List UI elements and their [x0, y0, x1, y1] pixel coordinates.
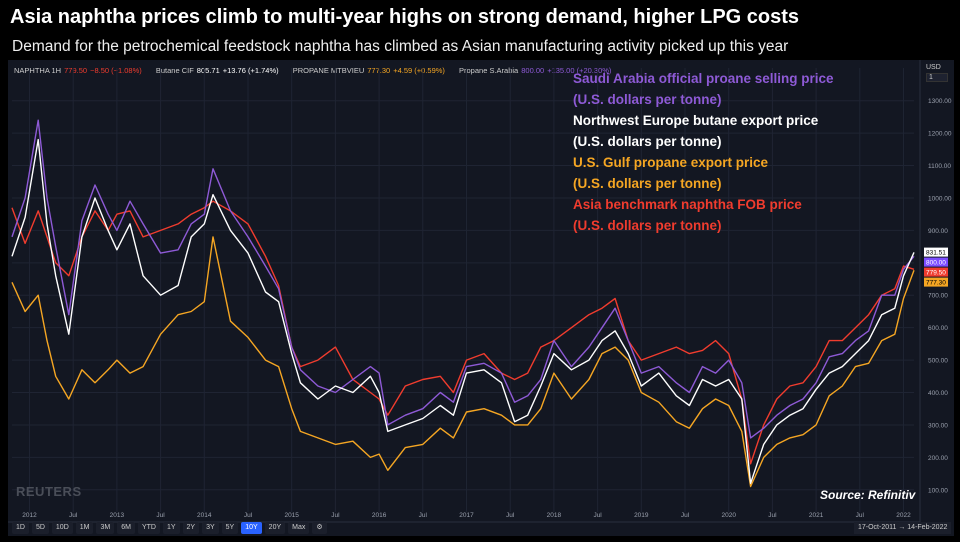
x-tick-label: 2012	[22, 512, 37, 519]
timeframe-button-max[interactable]: Max	[288, 522, 310, 534]
ticker-butane-value: 805.71	[196, 66, 220, 75]
legend-butane-unit: (U.S. dollars per tonne)	[573, 134, 722, 149]
y-tick-label: 1100.00	[928, 163, 951, 170]
ticker-propane-name: PROPANE MTBVIEU	[292, 66, 365, 75]
price-tag-label: 800.00	[926, 260, 946, 267]
timeframe-button-20y[interactable]: 20Y	[264, 522, 286, 534]
legend-propane-unit: (U.S. dollars per tonne)	[573, 176, 722, 191]
timeframe-button-5y[interactable]: 5Y	[221, 522, 239, 534]
ticker-naphtha-value: 779.50	[64, 66, 88, 75]
series-line-butane-cif	[11, 138, 915, 484]
y-tick-label: 700.00	[928, 293, 948, 300]
ticker-naphtha-change: −8.50 (−1.08%)	[90, 66, 142, 75]
timeframe-button-5d[interactable]: 5D	[31, 522, 49, 534]
price-chart: 100.00 200.00 300.00 400.00 500.00 600.00 700.…	[8, 60, 952, 523]
ticker-saudi-value: 800.00	[521, 66, 545, 75]
y-tick-label: 100.00	[928, 487, 948, 494]
x-tick-label: Jul	[156, 512, 165, 519]
timeframe-bar: 1D 5D 10D 1M 3M 6M YTD 1Y 2Y 3Y 5Y 10Y 20Y Max ⚙	[12, 522, 327, 534]
ticker-saudi-change: +135.00 (+20.30%)	[547, 66, 612, 75]
ticker-butane-change: +13.76 (+1.74%)	[222, 66, 279, 75]
y-tick-label: 600.00	[928, 325, 948, 332]
timeframe-button-1y[interactable]: 1Y	[162, 522, 180, 534]
series-line-naphtha-1h	[11, 200, 915, 465]
ticker-naphtha-name: NAPHTHA 1H	[14, 66, 62, 75]
x-tick-label: 2016	[372, 512, 387, 519]
currency-label: USD	[926, 64, 941, 71]
series-line-propane-mtbvieu	[11, 236, 915, 488]
settings-icon[interactable]: ⚙	[312, 522, 327, 534]
chart-panel: NAPHTHA 1H 779.50 −8.50 (−1.08%) Butane CI…	[8, 60, 954, 536]
x-tick-label: 2022	[896, 512, 911, 519]
legend-entry-propane: U.S. Gulf propane export price (U.S. dol…	[573, 152, 834, 194]
x-tick-label: Jul	[681, 512, 690, 519]
x-tick-label: Jul	[506, 512, 515, 519]
legend-propane-title: U.S. Gulf propane export price	[573, 155, 769, 170]
ticker-naphtha[interactable]: NAPHTHA 1H 779.50 −8.50 (−1.08%)	[14, 66, 148, 75]
price-tag-label: 831.51	[926, 250, 946, 257]
legend-naphtha-unit: (U.S. dollars per tonne)	[573, 218, 722, 233]
x-tick-label: Jul	[331, 512, 340, 519]
x-tick-label: 2013	[110, 512, 125, 519]
timeframe-button-2y[interactable]: 2Y	[182, 522, 200, 534]
x-tick-label: 2021	[809, 512, 824, 519]
legend-entry-butane: Northwest Europe butane export price (U.…	[573, 110, 834, 152]
legend-saudi-title: Saudi Arabia official proane selling pri…	[573, 71, 834, 86]
y-tick-label: 200.00	[928, 455, 948, 462]
timeframe-button-ytd[interactable]: YTD	[137, 522, 160, 534]
timeframe-button-3m[interactable]: 3M	[96, 522, 115, 534]
date-range[interactable]: 17-Oct-2011 → 14-Feb-2022	[854, 522, 952, 534]
y-tick-label: 900.00	[928, 228, 948, 235]
y-tick-label: 1000.00	[928, 195, 952, 202]
y-tick-label: 300.00	[928, 422, 948, 429]
ticker-saudi-name: Propane S.Arabia	[459, 66, 519, 75]
x-tick-label: Jul	[593, 512, 602, 519]
x-tick-label: Jul	[244, 512, 253, 519]
x-tick-label: Jul	[856, 512, 865, 519]
x-tick-label: Jul	[768, 512, 777, 519]
y-tick-label: 400.00	[928, 390, 948, 397]
reuters-watermark: REUTERS	[16, 484, 82, 499]
x-tick-label: 2019	[634, 512, 649, 519]
x-tick-label: 2014	[197, 512, 212, 519]
ticker-butane[interactable]: Butane CIF 805.71 +13.76 (+1.74%)	[156, 66, 285, 75]
price-tag-box	[924, 277, 948, 287]
y-tick-label: 500.00	[928, 358, 948, 365]
timeframe-button-10d[interactable]: 10D	[51, 522, 73, 534]
price-tag-box	[924, 247, 948, 257]
y-tick-label: 1200.00	[928, 131, 952, 138]
x-tick-label: Jul	[419, 512, 428, 519]
chart-subtitle: Demand for the petrochemical feedstock n…	[12, 38, 789, 55]
price-tag-label: 777.30	[926, 280, 946, 287]
x-tick-label: 2017	[459, 512, 474, 519]
ticker-butane-name: Butane CIF	[155, 66, 194, 75]
legend-saudi-unit: (U.S. dollars per tonne)	[573, 92, 722, 107]
legend-entry-saudi: Saudi Arabia official proane selling pri…	[573, 68, 834, 110]
ticker-saudi[interactable]: Propane S.Arabia 800.00 +135.00 (+20.30%)	[459, 66, 617, 75]
timeframe-button-1d[interactable]: 1D	[12, 522, 29, 534]
x-tick-label: 2015	[284, 512, 299, 519]
ticker-propane-change: +4.59 (+0.59%)	[393, 66, 445, 75]
timeframe-button-1m[interactable]: 1M	[75, 522, 94, 534]
currency-selector[interactable]: USD 1	[926, 64, 948, 82]
currency-multiplier: 1	[926, 73, 948, 82]
x-tick-label: Jul	[69, 512, 78, 519]
legend-entry-naphtha: Asia benchmark naphtha FOB price (U.S. d…	[573, 194, 834, 236]
series-line-propane-s-arabia	[11, 119, 915, 439]
source-note: Source: Refinitiv	[820, 488, 916, 502]
price-tag-box	[924, 267, 948, 277]
y-tick-label: 1300.00	[928, 98, 952, 105]
price-tag-box	[924, 257, 948, 267]
x-tick-label: 2020	[721, 512, 736, 519]
chart-title: Asia naphtha prices climb to multi-year …	[10, 6, 800, 28]
timeframe-button-6m[interactable]: 6M	[117, 522, 135, 534]
timeframe-button-10y[interactable]: 10Y	[241, 522, 262, 534]
legend-butane-title: Northwest Europe butane export price	[573, 113, 819, 128]
legend-naphtha-title: Asia benchmark naphtha FOB price	[573, 197, 802, 212]
timeframe-button-3y[interactable]: 3Y	[202, 522, 219, 534]
x-tick-label: 2018	[547, 512, 562, 519]
legend: Saudi Arabia official proane selling pri…	[573, 68, 834, 236]
price-tag-label: 779.50	[926, 270, 946, 277]
